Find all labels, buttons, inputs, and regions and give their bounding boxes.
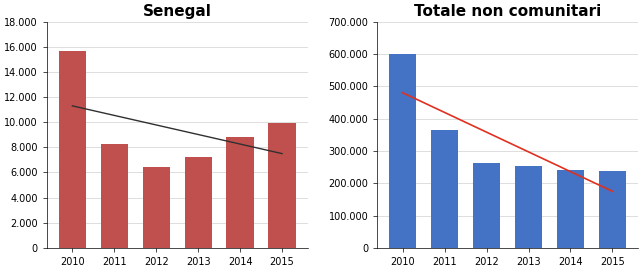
Bar [557, 170, 584, 248]
Bar [59, 51, 86, 248]
Title: Senegal: Senegal [143, 4, 212, 19]
Bar [473, 163, 500, 248]
Bar [431, 130, 458, 248]
Bar [184, 157, 212, 248]
Bar [515, 166, 542, 248]
Bar [389, 54, 417, 248]
Title: Totale non comunitari: Totale non comunitari [414, 4, 601, 19]
Bar [101, 144, 128, 248]
Bar [143, 167, 170, 248]
Bar [599, 171, 626, 248]
Bar [268, 123, 296, 248]
Bar [227, 137, 254, 248]
